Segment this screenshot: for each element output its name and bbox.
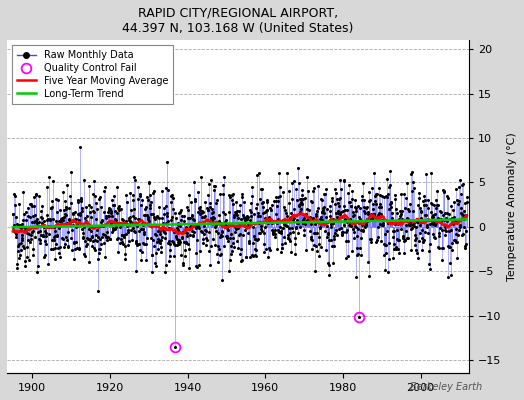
Y-axis label: Temperature Anomaly (°C): Temperature Anomaly (°C) bbox=[507, 132, 517, 281]
Legend: Raw Monthly Data, Quality Control Fail, Five Year Moving Average, Long-Term Tren: Raw Monthly Data, Quality Control Fail, … bbox=[12, 45, 173, 104]
Text: Berkeley Earth: Berkeley Earth bbox=[410, 382, 482, 392]
Title: RAPID CITY/REGIONAL AIRPORT,
44.397 N, 103.168 W (United States): RAPID CITY/REGIONAL AIRPORT, 44.397 N, 1… bbox=[122, 7, 354, 35]
